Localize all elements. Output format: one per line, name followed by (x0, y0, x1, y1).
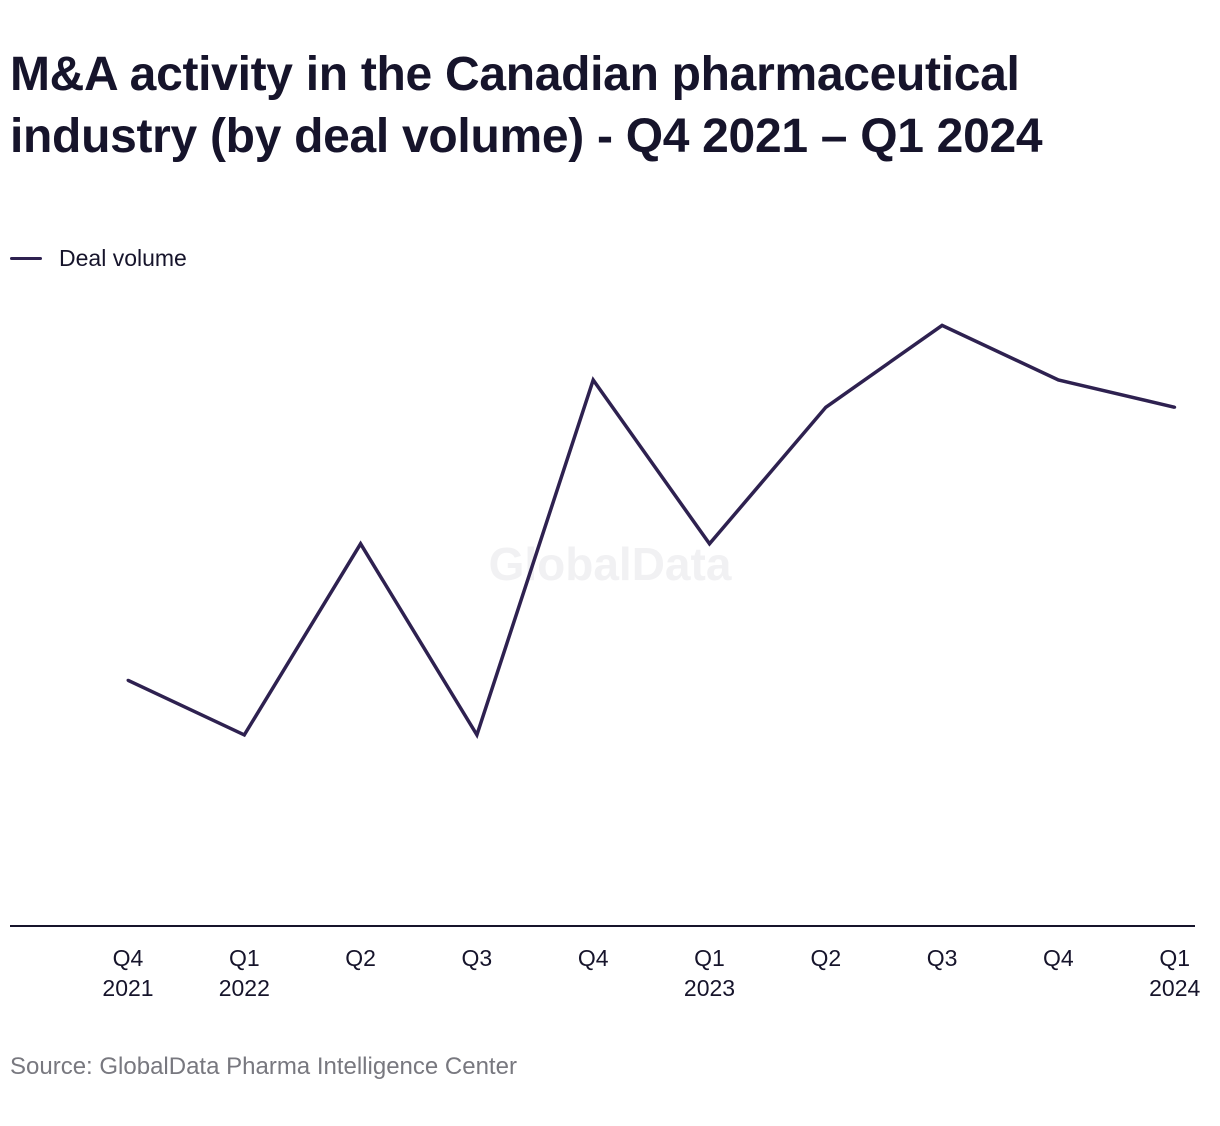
x-tick-label: Q2 (810, 945, 841, 971)
x-tick-label: Q4 (113, 945, 144, 971)
data-point[interactable] (940, 323, 944, 327)
x-tick-label: 2021 (102, 975, 153, 1001)
data-point[interactable] (242, 733, 246, 737)
legend-label-deal-volume: Deal volume (59, 244, 187, 271)
legend-swatch-deal-volume (10, 256, 42, 260)
series-group (126, 323, 1177, 740)
x-tick-label: 2022 (219, 975, 270, 1001)
x-tick-label: Q2 (345, 945, 376, 971)
data-point[interactable] (591, 378, 595, 382)
x-tick-label: Q4 (578, 945, 609, 971)
x-tick-label: Q3 (927, 945, 958, 971)
data-point[interactable] (126, 678, 130, 682)
x-tick-label: Q1 (229, 945, 260, 971)
data-point[interactable] (1173, 405, 1177, 409)
data-point[interactable] (708, 542, 711, 546)
x-tick-label: 2023 (684, 975, 735, 1001)
chart-title: M&A activity in the Canadian pharmaceuti… (10, 48, 1043, 163)
x-tick-label: Q1 (1159, 945, 1190, 971)
watermark-text: GlobalData (489, 538, 732, 590)
legend: Deal volume (10, 243, 187, 273)
data-point[interactable] (1056, 378, 1060, 382)
x-tick-label: Q4 (1043, 945, 1074, 971)
data-point[interactable] (475, 733, 479, 737)
source-note: Source: GlobalData Pharma Intelligence C… (10, 1053, 517, 1080)
x-tick-label: 2024 (1149, 975, 1200, 1001)
series-line-deal-volume (127, 323, 1176, 740)
x-tick-label: Q1 (694, 945, 725, 971)
x-tick-label: Q3 (462, 945, 493, 971)
x-axis-ticks: Q4 2021 Q1 2022 Q2 Q3 Q4 Q1 2023 Q2 Q3 Q4 Q1 2024 (102, 945, 1200, 1001)
data-point[interactable] (359, 542, 363, 546)
data-point[interactable] (824, 405, 828, 409)
